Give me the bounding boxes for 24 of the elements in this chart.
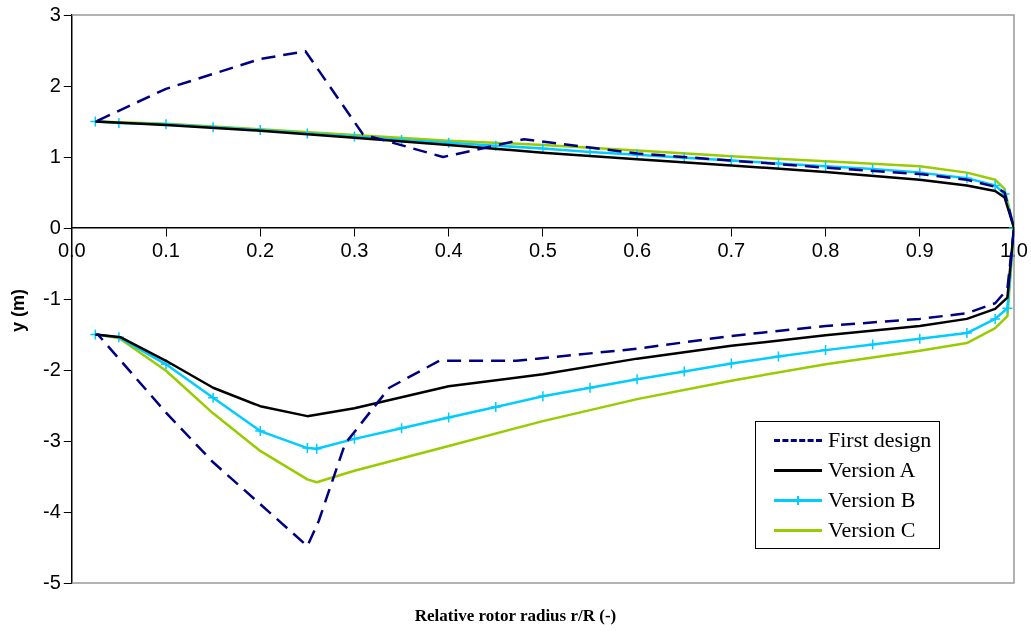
y-tick-label: 0: [49, 215, 61, 238]
x-tick-label: 0.3: [340, 238, 369, 261]
x-tick-label: 0.8: [811, 238, 840, 261]
y-axis-title: y (m): [7, 288, 29, 334]
y-tick-label: 3: [49, 2, 61, 25]
x-tick-label: 0.6: [623, 238, 652, 261]
x-tick-label: 0.1: [152, 238, 180, 261]
legend-label: Version B: [828, 487, 916, 513]
x-tick-label: 0.9: [905, 238, 934, 261]
x-axis-title: Relative rotor radius r/R (-): [413, 606, 618, 626]
y-tick-label: -4: [42, 499, 61, 522]
x-tick-label: 0.4: [434, 238, 463, 261]
legend-label: Version A: [828, 457, 916, 483]
legend-label: Version C: [828, 517, 916, 543]
y-tick-label: -3: [42, 428, 61, 451]
y-tick-label: -1: [42, 286, 61, 309]
y-tick-label: 2: [49, 73, 61, 96]
y-tick-label: -5: [42, 570, 61, 593]
x-tick-label: 0.2: [246, 238, 275, 261]
x-tick-label: 0.5: [528, 238, 557, 261]
y-tick-label: 1: [49, 144, 61, 167]
legend-label: First design: [828, 427, 932, 453]
y-tick-label: -2: [42, 357, 61, 380]
x-tick-label: 0.7: [717, 238, 746, 261]
